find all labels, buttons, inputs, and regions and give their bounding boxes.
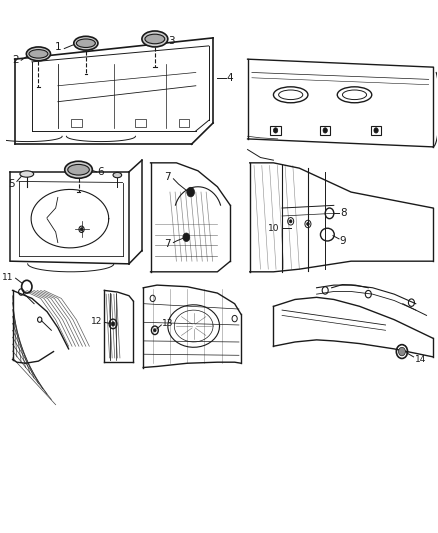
- Text: 4: 4: [227, 73, 233, 83]
- Text: 13: 13: [162, 319, 174, 328]
- Ellipse shape: [76, 39, 95, 47]
- Ellipse shape: [142, 31, 168, 47]
- Bar: [371, 126, 381, 135]
- Text: 5: 5: [8, 179, 15, 189]
- Text: 2: 2: [12, 55, 19, 65]
- Bar: [71, 119, 81, 127]
- Ellipse shape: [187, 187, 194, 197]
- Ellipse shape: [323, 128, 327, 133]
- Text: 1: 1: [55, 43, 61, 52]
- Ellipse shape: [399, 348, 406, 356]
- Ellipse shape: [273, 128, 278, 133]
- Ellipse shape: [68, 165, 89, 175]
- Ellipse shape: [111, 322, 115, 326]
- Text: 8: 8: [340, 208, 346, 219]
- Ellipse shape: [154, 329, 156, 332]
- Text: 11: 11: [2, 273, 14, 281]
- Text: 12: 12: [91, 317, 102, 326]
- Ellipse shape: [29, 50, 48, 58]
- Ellipse shape: [80, 228, 83, 231]
- Ellipse shape: [307, 222, 309, 225]
- Ellipse shape: [26, 47, 50, 61]
- Text: 7: 7: [164, 239, 170, 249]
- Bar: [270, 126, 281, 135]
- Ellipse shape: [20, 171, 34, 177]
- Ellipse shape: [113, 172, 122, 177]
- Text: 14: 14: [415, 354, 426, 364]
- Bar: [135, 119, 146, 127]
- Ellipse shape: [65, 161, 92, 178]
- Text: 7: 7: [164, 172, 170, 182]
- Text: 9: 9: [340, 236, 346, 246]
- Ellipse shape: [74, 36, 98, 50]
- Bar: [179, 119, 189, 127]
- Ellipse shape: [290, 220, 292, 223]
- Text: 6: 6: [98, 167, 104, 177]
- Ellipse shape: [183, 233, 190, 241]
- Ellipse shape: [374, 128, 378, 133]
- Text: 3: 3: [168, 36, 174, 45]
- Ellipse shape: [145, 34, 165, 44]
- Bar: [320, 126, 330, 135]
- Text: 10: 10: [268, 224, 280, 233]
